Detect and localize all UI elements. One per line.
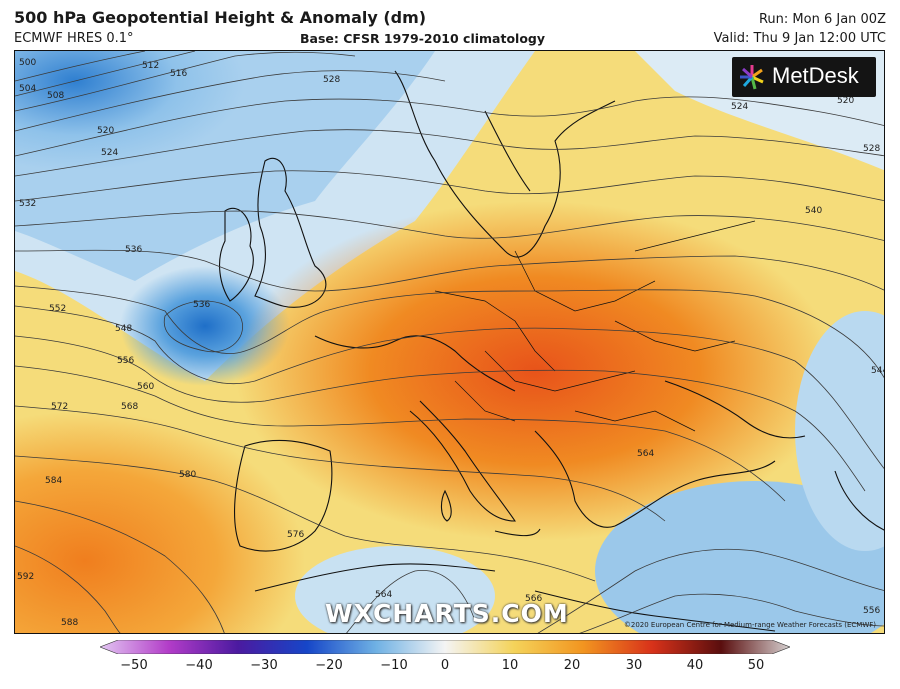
svg-text:548: 548 bbox=[115, 324, 132, 334]
svg-text:564: 564 bbox=[375, 590, 392, 600]
colorbar-tick: 40 bbox=[686, 658, 704, 673]
metdesk-logo: MetDesk bbox=[732, 57, 876, 97]
svg-text:520: 520 bbox=[837, 96, 854, 106]
copyright-text: ©2020 European Centre for Medium-range W… bbox=[623, 621, 876, 629]
svg-text:556: 556 bbox=[863, 606, 880, 616]
colorbar-gradient bbox=[100, 640, 790, 654]
run-time: Run: Mon 6 Jan 00Z bbox=[758, 12, 886, 27]
svg-text:520: 520 bbox=[97, 126, 114, 136]
svg-text:528: 528 bbox=[863, 144, 880, 154]
chart-title: 500 hPa Geopotential Height & Anomaly (d… bbox=[14, 8, 427, 27]
svg-text:524: 524 bbox=[101, 148, 118, 158]
colorbar-tick: 20 bbox=[563, 658, 581, 673]
colorbar-tick: 0 bbox=[440, 658, 450, 673]
colorbar-tick: 50 bbox=[747, 658, 765, 673]
svg-text:576: 576 bbox=[287, 530, 304, 540]
east-cold-pocket bbox=[795, 311, 884, 551]
colorbar-tick: 10 bbox=[501, 658, 519, 673]
colorbar-tick: −20 bbox=[315, 658, 343, 673]
valid-time: Valid: Thu 9 Jan 12:00 UTC bbox=[713, 31, 886, 46]
svg-text:580: 580 bbox=[179, 470, 196, 480]
metdesk-logo-text: MetDesk bbox=[772, 63, 859, 88]
svg-text:568: 568 bbox=[121, 402, 138, 412]
svg-text:560: 560 bbox=[137, 382, 154, 392]
model-name: ECMWF HRES 0.1° bbox=[14, 31, 134, 46]
svg-text:588: 588 bbox=[61, 618, 78, 628]
colorbar-tick: −10 bbox=[380, 658, 408, 673]
anomaly-colorbar bbox=[100, 640, 790, 654]
svg-text:552: 552 bbox=[49, 304, 66, 314]
map-canvas: 500 504 508 512 516 520 524 528 532 536 … bbox=[15, 51, 885, 633]
svg-text:504: 504 bbox=[19, 84, 36, 94]
climatology-base: Base: CFSR 1979-2010 climatology bbox=[300, 31, 546, 46]
med-cold-pocket bbox=[295, 546, 495, 633]
colorbar-tick: −50 bbox=[120, 658, 148, 673]
svg-text:524: 524 bbox=[731, 102, 748, 112]
colorbar-tick: 30 bbox=[625, 658, 643, 673]
svg-text:584: 584 bbox=[45, 476, 62, 486]
svg-text:544: 544 bbox=[871, 366, 885, 376]
anomaly-map: 500 504 508 512 516 520 524 528 532 536 … bbox=[14, 50, 885, 634]
iberia-west-warm-shading bbox=[15, 411, 305, 633]
colorbar-tick: −30 bbox=[250, 658, 278, 673]
svg-text:536: 536 bbox=[193, 300, 210, 310]
central-high-shading bbox=[235, 201, 835, 541]
east-med-cold-pocket bbox=[595, 481, 884, 633]
svg-text:512: 512 bbox=[142, 61, 159, 71]
svg-text:564: 564 bbox=[637, 449, 654, 459]
height-contours bbox=[15, 51, 884, 633]
svg-text:528: 528 bbox=[323, 75, 340, 85]
svg-text:556: 556 bbox=[117, 356, 134, 366]
svg-text:532: 532 bbox=[19, 199, 36, 209]
colorbar-tick: −40 bbox=[185, 658, 213, 673]
nw-low-shading bbox=[15, 51, 245, 171]
metdesk-logo-mark bbox=[740, 65, 764, 90]
svg-text:516: 516 bbox=[170, 69, 187, 79]
svg-text:500: 500 bbox=[19, 58, 36, 68]
svg-text:572: 572 bbox=[51, 402, 68, 412]
wxcharts-watermark: WXCHARTS.COM bbox=[325, 599, 569, 628]
svg-text:592: 592 bbox=[17, 572, 34, 582]
national-borders bbox=[434, 220, 756, 432]
contour-labels: 500 504 508 512 516 520 524 528 532 536 … bbox=[17, 58, 885, 628]
svg-text:566: 566 bbox=[525, 594, 542, 604]
svg-text:536: 536 bbox=[125, 245, 142, 255]
svg-text:540: 540 bbox=[805, 206, 822, 216]
svg-text:508: 508 bbox=[47, 91, 64, 101]
